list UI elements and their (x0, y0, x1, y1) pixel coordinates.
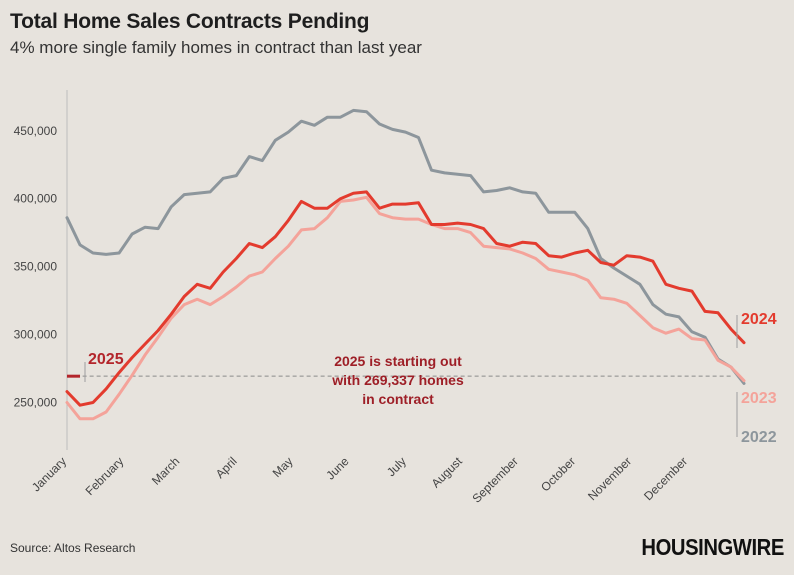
y-tick-label: 300,000 (14, 328, 58, 342)
annotation-label-2025: 2025 (88, 351, 124, 368)
series-line-2022 (65, 108, 746, 385)
y-tick-label: 350,000 (14, 260, 58, 274)
x-tick-label: May (270, 454, 296, 480)
housingwire-logo: HOUSINGWIRE (641, 534, 785, 560)
chart-title: Total Home Sales Contracts Pending (10, 10, 370, 33)
x-tick-label: August (429, 454, 466, 491)
y-tick-label: 450,000 (14, 124, 58, 138)
x-tick-label: October (538, 454, 578, 494)
line-chart: 250,000 300,000 350,000 400,000 450,000 Janua… (14, 90, 777, 506)
x-tick-label: July (384, 454, 409, 479)
x-tick-label: June (323, 454, 352, 483)
annotation-text-line: with 269,337 homes (331, 372, 464, 388)
series-line-2023 (65, 195, 746, 421)
end-label-2022: 2022 (741, 429, 777, 446)
x-tick-label: February (83, 454, 127, 498)
y-tick-label: 400,000 (14, 192, 58, 206)
series-line-2024 (65, 190, 746, 407)
annotation-text-line: in contract (362, 391, 434, 407)
chart-subtitle: 4% more single family homes in contract … (10, 38, 422, 57)
annotation-text-line: 2025 is starting out (334, 353, 462, 369)
x-tick-label: December (641, 454, 690, 503)
y-tick-label: 250,000 (14, 395, 58, 409)
x-tick-label: September (469, 454, 520, 505)
source-note: Source: Altos Research (10, 541, 136, 555)
x-tick-label: January (29, 454, 69, 494)
x-tick-label: March (149, 454, 182, 487)
end-label-2023: 2023 (741, 390, 777, 407)
x-tick-label: November (585, 454, 634, 503)
end-label-2024: 2024 (741, 311, 777, 328)
x-tick-label: April (213, 454, 240, 481)
